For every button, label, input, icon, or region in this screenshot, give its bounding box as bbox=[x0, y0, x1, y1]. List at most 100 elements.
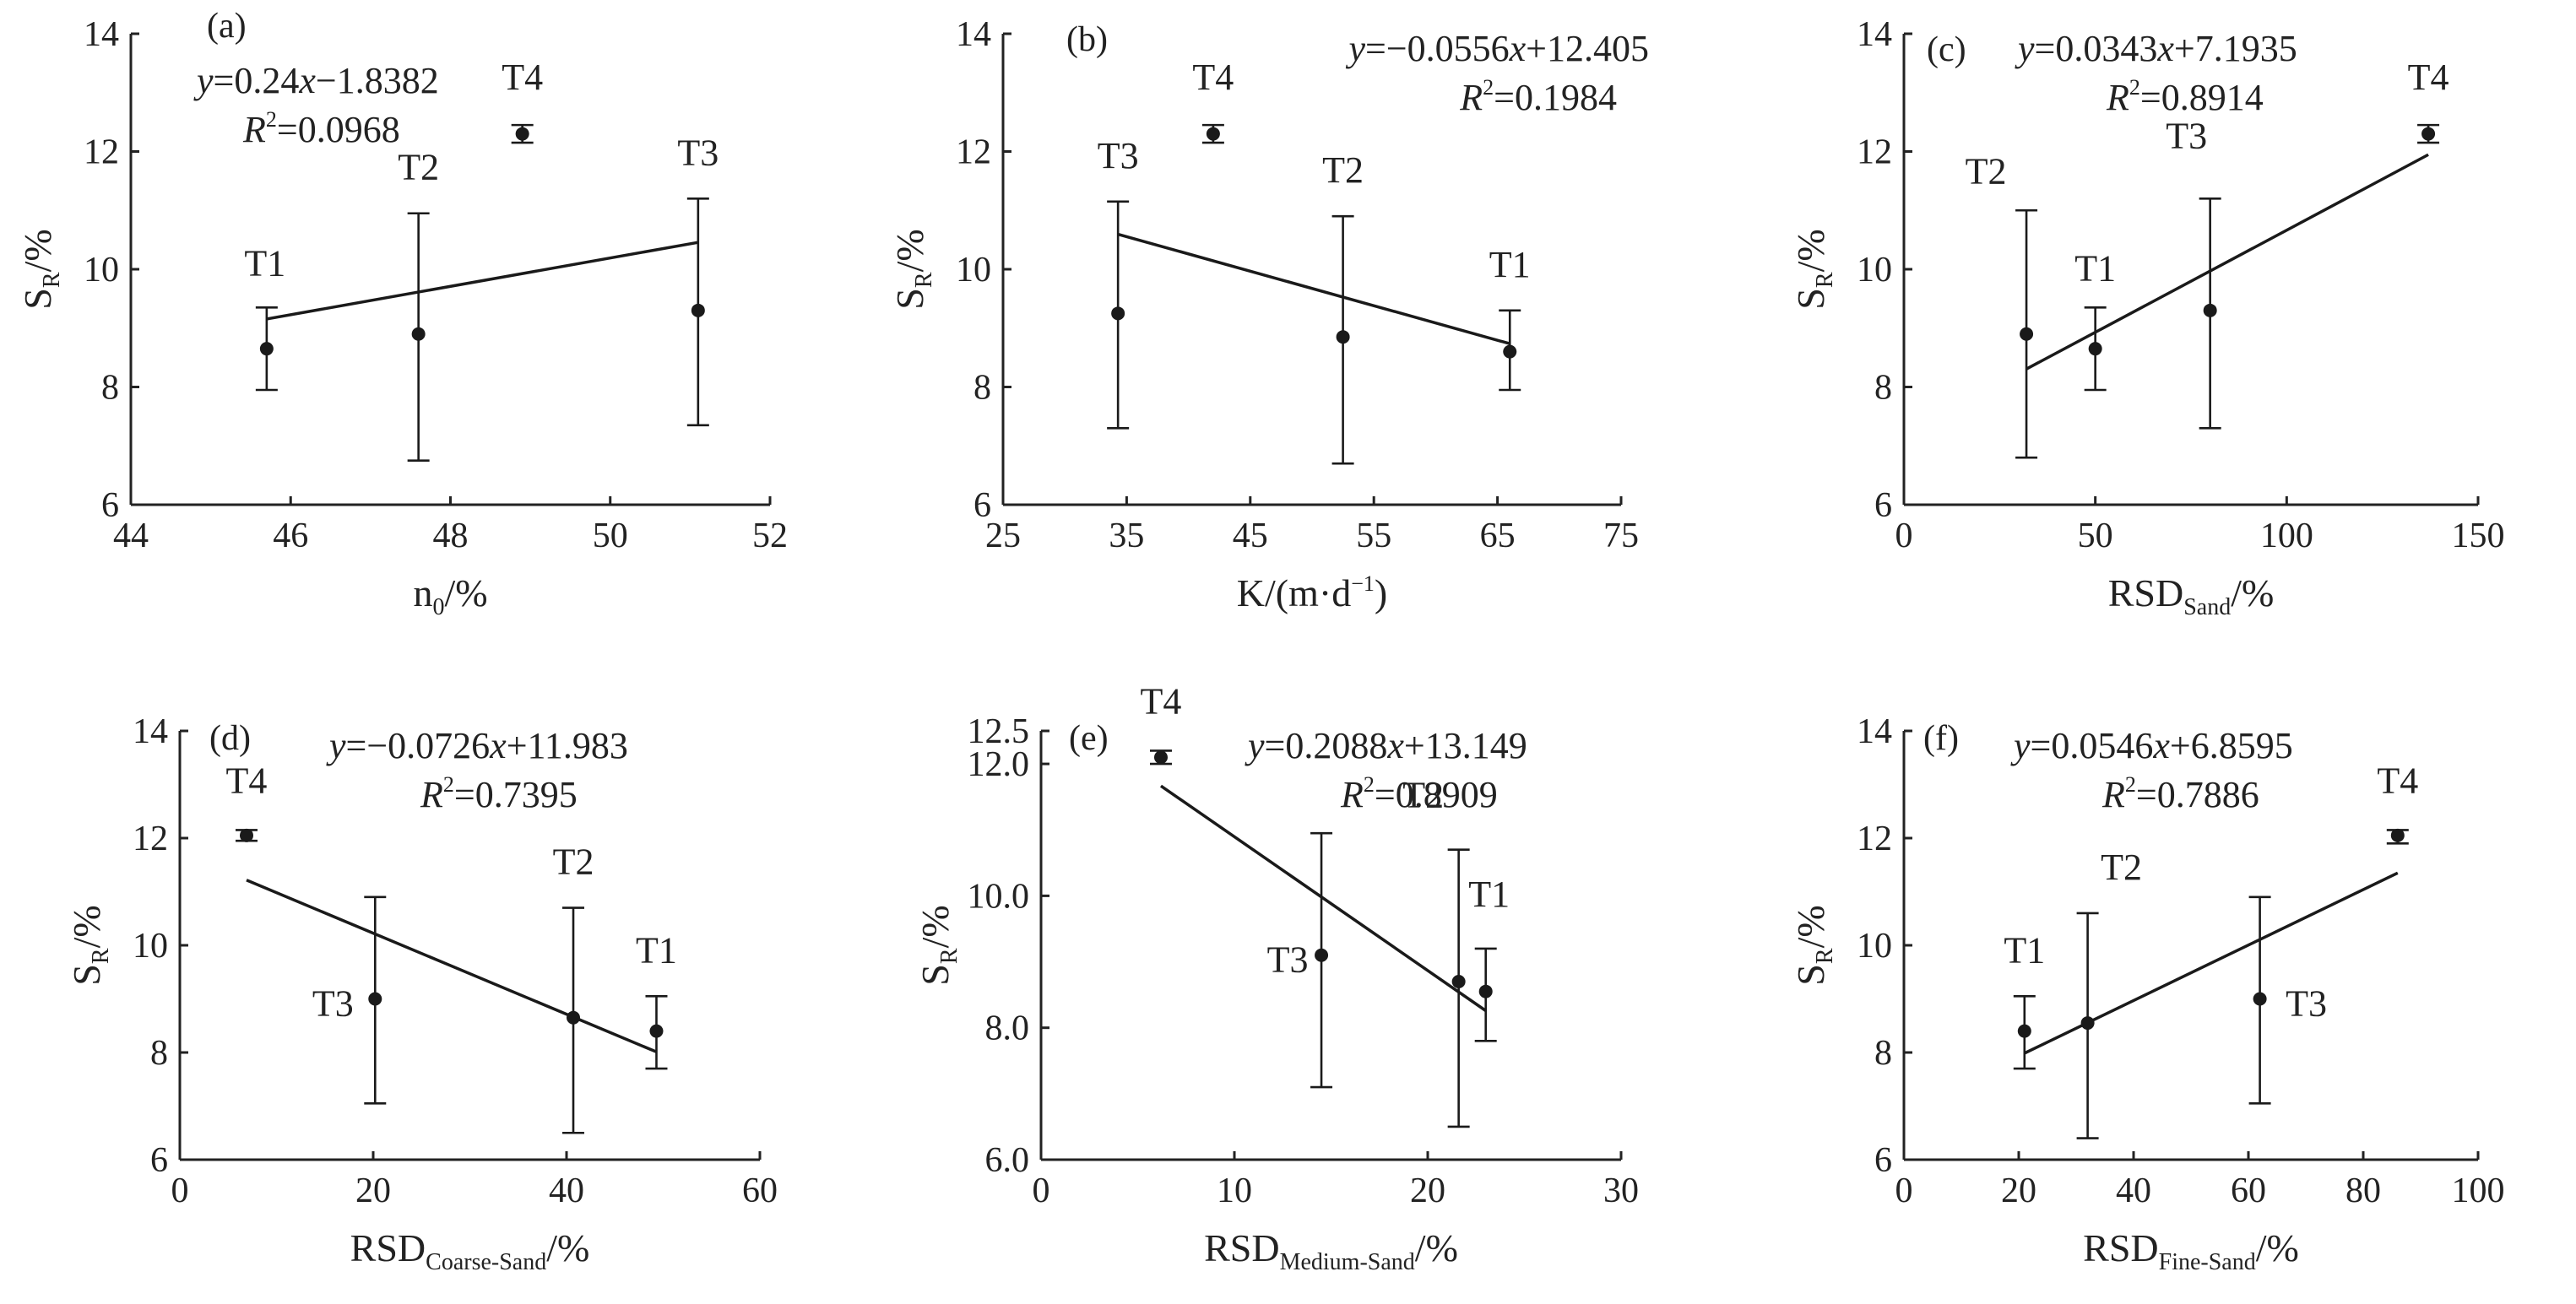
y-tick-label: 8 bbox=[973, 369, 991, 408]
x-axis-title: RSDFine-Sand/% bbox=[2083, 1226, 2299, 1275]
data-point-t2 bbox=[567, 1010, 581, 1025]
data-point-t4 bbox=[1206, 127, 1220, 141]
y-tick-label: 12 bbox=[956, 133, 991, 172]
point-label: T3 bbox=[1098, 135, 1139, 176]
x-tick-label: 20 bbox=[2001, 1171, 2036, 1210]
data-point-t3 bbox=[368, 992, 382, 1006]
x-tick-label: 50 bbox=[593, 517, 628, 555]
data-point-t4 bbox=[515, 127, 529, 141]
y-tick-label: 12.0 bbox=[968, 745, 1030, 784]
r-squared: R2=0.0968 bbox=[242, 107, 400, 150]
x-axis-title: RSDSand/% bbox=[2108, 571, 2275, 620]
regression-line bbox=[266, 241, 699, 321]
x-tick-label: 35 bbox=[1109, 517, 1144, 555]
y-tick-label: 14 bbox=[1857, 15, 1892, 54]
x-tick-label: 65 bbox=[1480, 517, 1516, 555]
point-label: T2 bbox=[398, 147, 439, 188]
x-tick-label: 0 bbox=[1895, 1171, 1913, 1210]
point-label: T4 bbox=[502, 57, 543, 98]
point-label: T1 bbox=[2004, 929, 2045, 971]
y-tick-label: 6.0 bbox=[985, 1141, 1030, 1180]
x-axis-title: K/(m·d−1) bbox=[1237, 571, 1387, 614]
y-tick-label: 6 bbox=[1874, 486, 1892, 525]
y-tick-label: 14 bbox=[956, 15, 991, 54]
x-tick-label: 60 bbox=[742, 1171, 778, 1210]
y-tick-label: 6 bbox=[973, 486, 991, 525]
point-label: T1 bbox=[1468, 874, 1510, 915]
x-tick-label: 40 bbox=[2116, 1171, 2151, 1210]
x-tick-label: 20 bbox=[1410, 1171, 1445, 1210]
point-label: T1 bbox=[244, 242, 285, 284]
point-label: T4 bbox=[1192, 57, 1234, 98]
regression-line bbox=[1117, 232, 1510, 345]
panel-label: (b) bbox=[1066, 20, 1108, 59]
x-tick-label: 60 bbox=[2231, 1171, 2266, 1210]
data-point-t3 bbox=[2203, 303, 2217, 317]
y-tick-label: 14 bbox=[1857, 712, 1892, 751]
point-label: T2 bbox=[2101, 847, 2142, 888]
data-point-t3 bbox=[1315, 948, 1329, 962]
point-label: T4 bbox=[2408, 57, 2449, 98]
data-point-t4 bbox=[1153, 750, 1168, 765]
y-tick-label: 12 bbox=[1857, 820, 1892, 858]
regression-equation: y=0.2088x+13.149 bbox=[1245, 725, 1527, 766]
r-squared: R2=0.8914 bbox=[2106, 75, 2264, 118]
x-tick-label: 0 bbox=[1895, 517, 1913, 555]
x-tick-label: 25 bbox=[985, 517, 1021, 555]
data-point-t3 bbox=[2253, 992, 2267, 1006]
data-point-t2 bbox=[2080, 1016, 2095, 1031]
y-tick-label: 14 bbox=[84, 15, 119, 54]
x-tick-label: 46 bbox=[273, 517, 308, 555]
y-tick-label: 10 bbox=[1857, 927, 1892, 966]
x-tick-label: 40 bbox=[549, 1171, 584, 1210]
point-label: T3 bbox=[312, 983, 354, 1025]
data-point-t1 bbox=[1503, 344, 1517, 359]
y-tick-label: 8 bbox=[1874, 1034, 1892, 1073]
r-squared: R2=0.1984 bbox=[1459, 75, 1617, 118]
point-label: T3 bbox=[1267, 939, 1309, 981]
data-point-t1 bbox=[2088, 342, 2102, 356]
data-point-t2 bbox=[411, 327, 426, 341]
regression-equation: y=0.0343x+7.1935 bbox=[2015, 28, 2297, 69]
x-tick-label: 50 bbox=[2078, 517, 2113, 555]
point-label: T4 bbox=[1141, 680, 1182, 722]
y-axis-title: SR/% bbox=[1789, 905, 1838, 985]
data-point-t4 bbox=[2421, 127, 2436, 141]
x-tick-label: 20 bbox=[355, 1171, 391, 1210]
data-point-t3 bbox=[1111, 306, 1125, 321]
r-squared: R2=0.7886 bbox=[2101, 772, 2259, 815]
regression-line bbox=[2024, 871, 2399, 1055]
point-label: T2 bbox=[1322, 149, 1364, 191]
panel-label: (f) bbox=[1923, 719, 1959, 758]
y-tick-label: 10 bbox=[84, 251, 119, 289]
data-point-t2 bbox=[2020, 327, 2034, 341]
point-label: T4 bbox=[226, 760, 268, 801]
data-point-t1 bbox=[1478, 984, 1493, 998]
point-label: T4 bbox=[2377, 760, 2418, 801]
x-tick-label: 30 bbox=[1603, 1171, 1639, 1210]
y-tick-label: 10 bbox=[956, 251, 991, 289]
x-tick-label: 0 bbox=[1033, 1171, 1050, 1210]
x-tick-label: 48 bbox=[433, 517, 469, 555]
point-label: T1 bbox=[1489, 244, 1531, 285]
point-label: T2 bbox=[1966, 150, 2007, 192]
x-axis-title: RSDMedium-Sand/% bbox=[1204, 1226, 1458, 1275]
y-tick-label: 10 bbox=[133, 927, 168, 966]
r-squared: R2=0.8909 bbox=[1340, 772, 1498, 815]
panel-d: 6 8 10 12 14 0 20 40 60 (d) RSDCoarse-Sand/% SR/% T1… bbox=[65, 712, 778, 1275]
x-tick-label: 100 bbox=[2452, 1171, 2505, 1210]
y-tick-label: 8 bbox=[101, 369, 119, 408]
x-tick-label: 10 bbox=[1217, 1171, 1252, 1210]
panel-label: (e) bbox=[1069, 719, 1109, 758]
x-tick-label: 55 bbox=[1356, 517, 1391, 555]
y-axis-title: SR/% bbox=[888, 229, 937, 309]
regression-equation: y=−0.0726x+11.983 bbox=[326, 725, 628, 766]
x-tick-label: 45 bbox=[1233, 517, 1268, 555]
regression-line bbox=[1159, 784, 1487, 1012]
y-tick-label: 10 bbox=[1857, 251, 1892, 289]
point-label: T1 bbox=[636, 929, 677, 971]
panel-b: 6 8 10 12 14 25 35 45 55 65 75 (b) K/(m·d−1) SR/% T1 T2… bbox=[888, 15, 1649, 614]
y-tick-label: 14 bbox=[133, 712, 168, 751]
y-tick-label: 12.5 bbox=[968, 712, 1030, 751]
